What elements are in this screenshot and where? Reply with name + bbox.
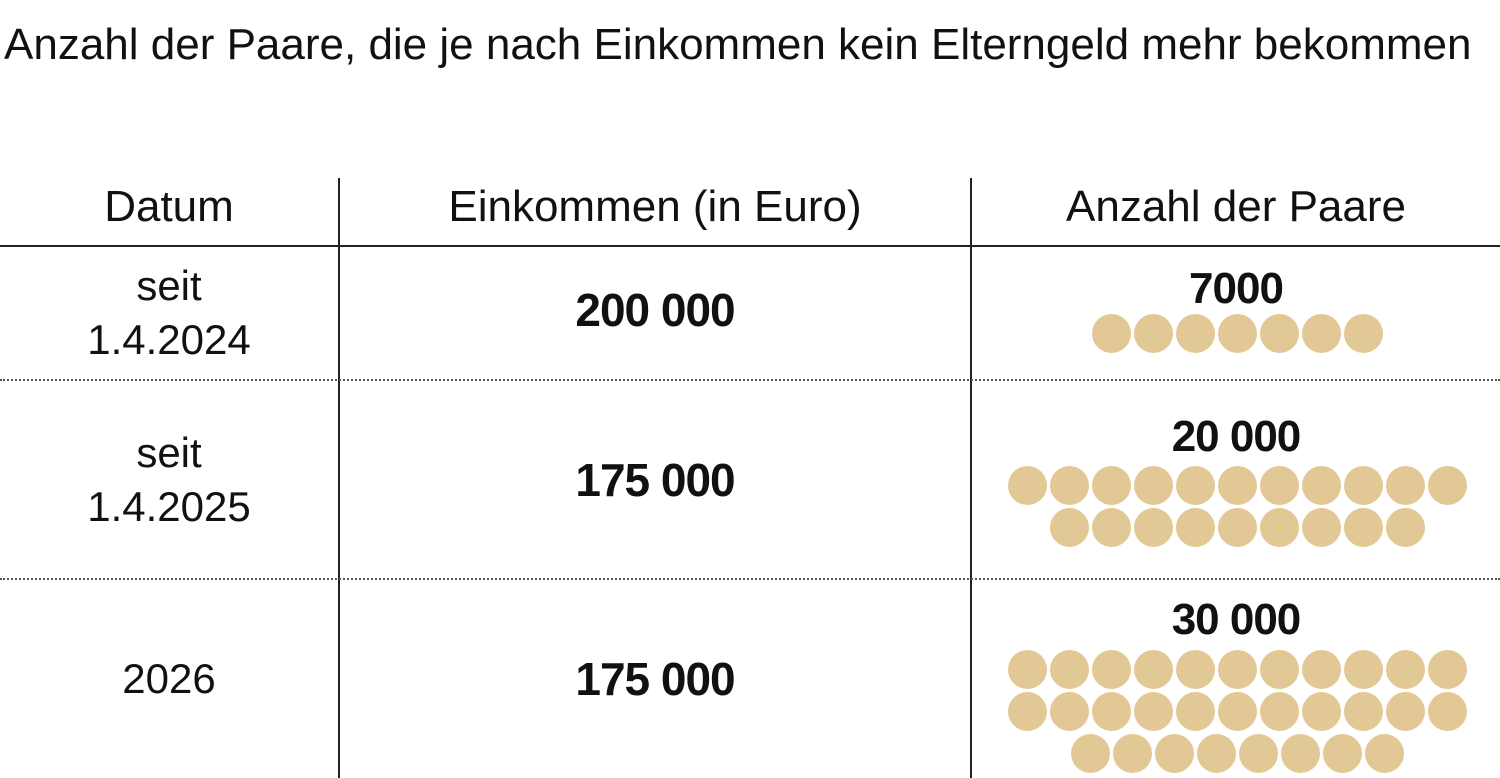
chart-title: Anzahl der Paare, die je nach Einkommen …	[4, 20, 1472, 69]
pair-dot	[1259, 313, 1299, 353]
pair-dot	[1217, 313, 1257, 353]
pair-dot	[1343, 691, 1383, 731]
table-row-3-date: 2026	[122, 655, 216, 702]
row-divider	[0, 379, 1500, 381]
pair-dot	[1133, 507, 1173, 547]
column-header-datum: Datum	[104, 182, 234, 231]
pair-dot	[1091, 649, 1131, 689]
pair-dot	[1217, 507, 1257, 547]
pair-dot	[1301, 507, 1341, 547]
table-row-2-date: seit 1.4.2025	[87, 428, 251, 530]
pair-dot	[1322, 733, 1362, 773]
column-header-einkommen: Einkommen (in Euro)	[448, 182, 862, 231]
pair-dot	[1217, 465, 1257, 505]
table-row-1-date: seit 1.4.2024	[87, 262, 251, 363]
table-row-2-income: 175 000	[575, 453, 735, 506]
pair-dot	[1343, 507, 1383, 547]
pair-dot	[1238, 733, 1278, 773]
table-row-1-count: 7000	[1189, 264, 1284, 313]
pair-dot	[1133, 649, 1173, 689]
table-row-3-income: 175 000	[575, 653, 735, 705]
pair-dot	[1091, 465, 1131, 505]
header-divider	[0, 245, 1500, 247]
pair-dot	[1133, 313, 1173, 353]
pair-dot	[1259, 465, 1299, 505]
pair-dot	[1217, 649, 1257, 689]
pair-dot	[1091, 313, 1131, 353]
pair-dot	[1385, 507, 1425, 547]
column-divider	[338, 178, 340, 778]
pair-dot	[1217, 691, 1257, 731]
pair-dot	[1280, 733, 1320, 773]
pair-dot	[1007, 649, 1047, 689]
pair-dot	[1049, 649, 1089, 689]
pair-dot	[1154, 733, 1194, 773]
pair-dot	[1175, 649, 1215, 689]
pair-dot	[1385, 649, 1425, 689]
column-header-anzahl: Anzahl der Paare	[1066, 182, 1406, 231]
pair-dot	[1259, 649, 1299, 689]
pair-dot	[1049, 691, 1089, 731]
pair-dot	[1343, 649, 1383, 689]
pair-dot	[1385, 691, 1425, 731]
pair-dot	[1070, 733, 1110, 773]
table-row-1-income: 200 000	[575, 284, 735, 336]
pair-dot	[1175, 507, 1215, 547]
pair-dot	[1091, 691, 1131, 731]
pair-dot	[1427, 691, 1467, 731]
pair-dot	[1007, 465, 1047, 505]
pair-dot	[1259, 507, 1299, 547]
pair-dot	[1364, 733, 1404, 773]
pair-dot	[1385, 465, 1425, 505]
pair-dot	[1427, 465, 1467, 505]
pair-dot	[1133, 465, 1173, 505]
column-divider	[970, 178, 972, 778]
row-divider	[0, 578, 1500, 580]
pair-dot	[1301, 691, 1341, 731]
table-row-1-dots	[1006, 312, 1468, 358]
pair-dot	[1427, 649, 1467, 689]
pair-dot	[1007, 691, 1047, 731]
pair-dot	[1343, 313, 1383, 353]
pair-dot	[1259, 691, 1299, 731]
pair-dot	[1196, 733, 1236, 773]
pair-dot	[1175, 691, 1215, 731]
pair-dot	[1301, 313, 1341, 353]
pair-dot	[1343, 465, 1383, 505]
pair-dot	[1301, 465, 1341, 505]
pair-dot	[1049, 465, 1089, 505]
table-row-3-count: 30 000	[1171, 595, 1302, 644]
table-row-2-count: 20 000	[1171, 412, 1302, 461]
pair-dot	[1091, 507, 1131, 547]
table-row-2-dots	[1006, 464, 1468, 554]
pair-dot	[1301, 649, 1341, 689]
pair-dot	[1175, 313, 1215, 353]
pair-dot	[1175, 465, 1215, 505]
table-row-3-dots	[1006, 648, 1468, 776]
pair-dot	[1112, 733, 1152, 773]
pair-dot	[1133, 691, 1173, 731]
pair-dot	[1049, 507, 1089, 547]
